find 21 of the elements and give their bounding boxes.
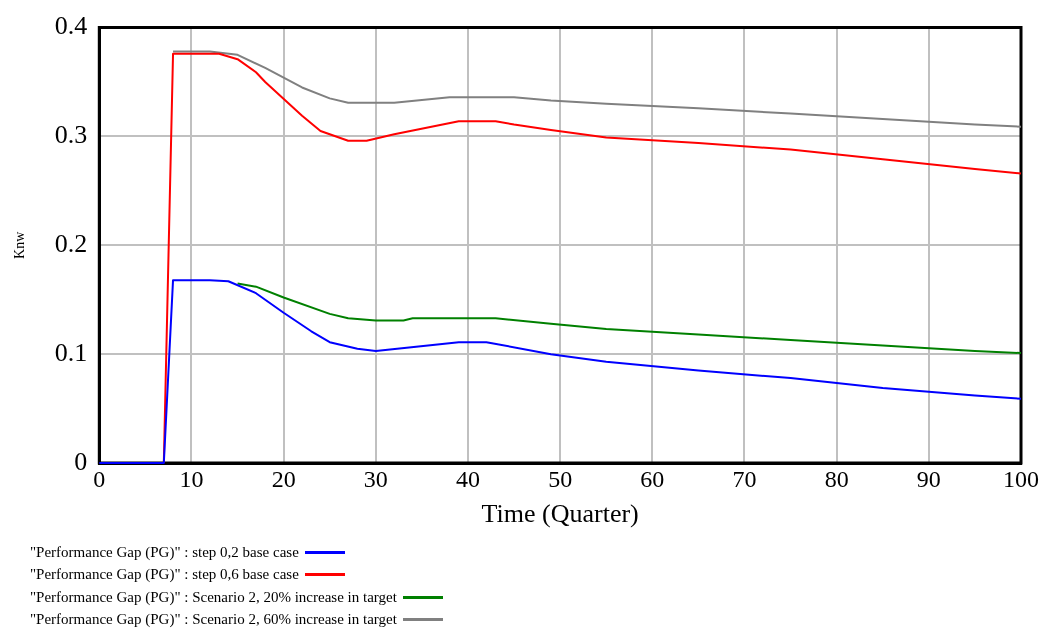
x-tick-label: 40 [455, 465, 480, 492]
x-tick-label: 50 [548, 465, 573, 492]
y-tick-label: 0.1 [54, 337, 88, 367]
x-tick-label: 80 [824, 465, 849, 492]
x-tick-label: 90 [916, 465, 941, 492]
legend-label: "Performance Gap (PG)" : Scenario 2, 60% increase in target [30, 611, 397, 629]
x-tick-label: 0 [93, 465, 106, 492]
legend-label: "Performance Gap (PG)" : Scenario 2, 20% increase in target [30, 588, 397, 606]
y-tick-label: 0.3 [54, 120, 88, 150]
y-tick-label: 0.2 [54, 229, 88, 259]
legend-label: "Performance Gap (PG)" : step 0,2 base case [30, 543, 299, 561]
x-tick-label: 10 [179, 465, 204, 492]
x-tick-label: 20 [271, 465, 296, 492]
x-axis-title: Time (Quarter) [481, 499, 639, 529]
y-tick-label: 0.4 [54, 11, 88, 41]
x-tick-label: 60 [640, 465, 665, 492]
x-tick-label: 70 [732, 465, 757, 492]
y-axis-title: Knw [12, 230, 28, 259]
x-tick-label: 30 [363, 465, 388, 492]
x-tick-label: 100 [1003, 465, 1039, 492]
legend-label: "Performance Gap (PG)" : step 0,6 base case [30, 566, 299, 584]
